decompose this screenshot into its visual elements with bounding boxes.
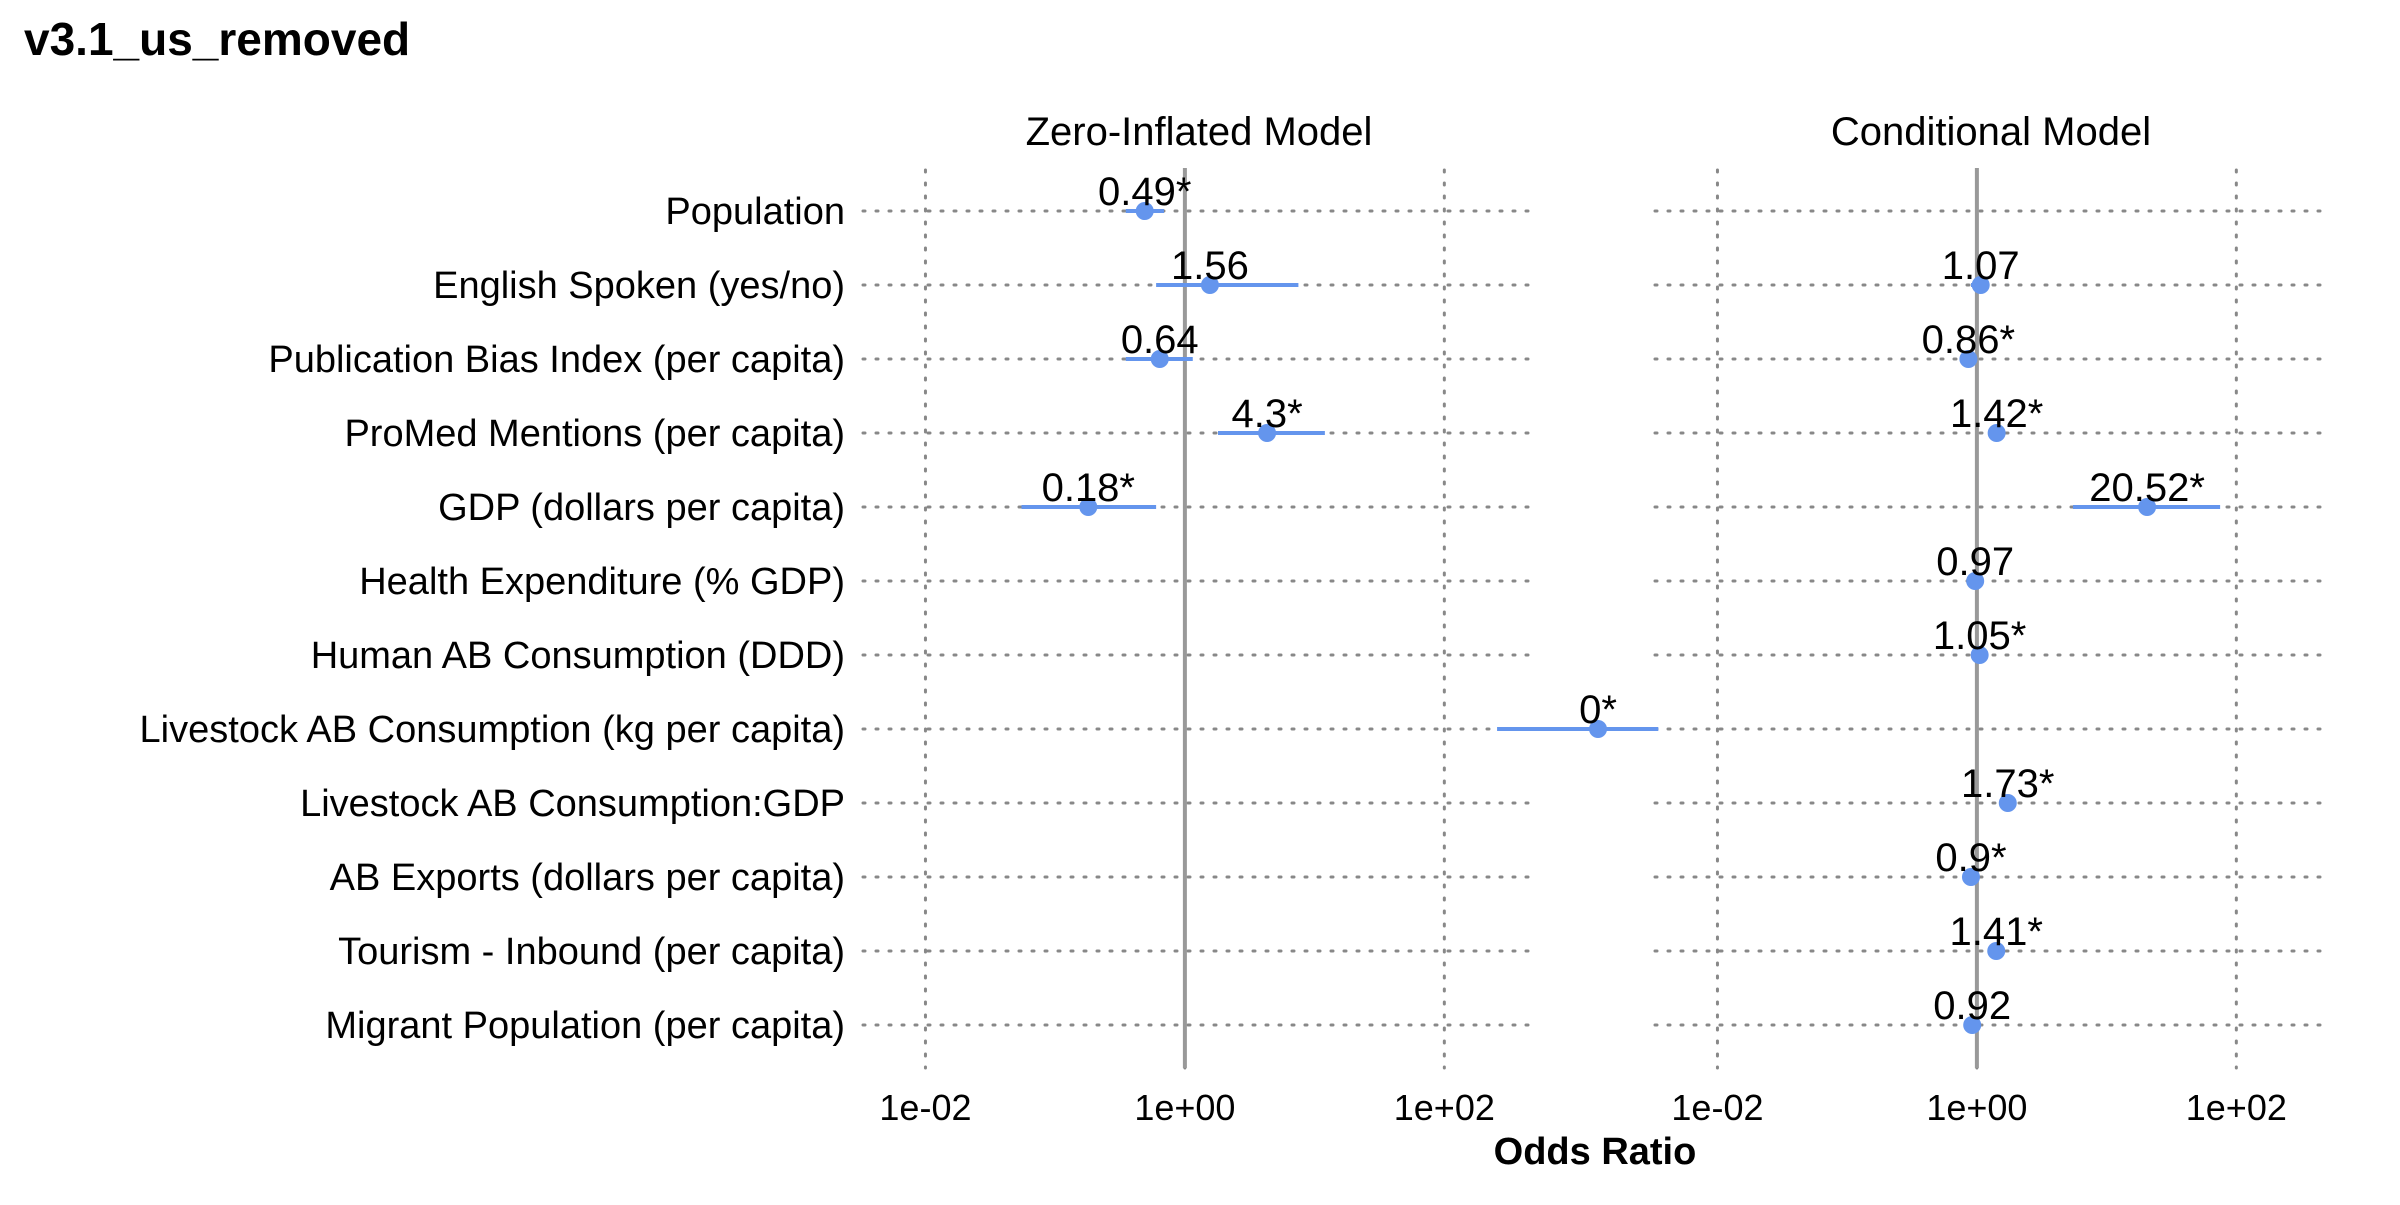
- point-estimate: [1971, 276, 1990, 294]
- reference-line-layer: [1182, 168, 1979, 1068]
- estimate-value-label: 0.49*: [1098, 170, 1191, 214]
- category-label: Population: [665, 191, 845, 233]
- estimate-value-label: 1.73*: [1961, 762, 2054, 806]
- estimate-value-label: 1.05*: [1933, 614, 2026, 658]
- point-estimate: [1079, 498, 1098, 516]
- estimate-value-label: 0*: [1579, 688, 1617, 732]
- category-label: Human AB Consumption (DDD): [311, 635, 845, 677]
- page-title: v3.1_us_removed: [24, 13, 410, 65]
- estimate-value-label: 0.9*: [1935, 836, 2006, 880]
- category-label: Livestock AB Consumption:GDP: [300, 783, 845, 825]
- x-tick-label: 1e-02: [879, 1087, 971, 1128]
- point-estimate: [1135, 202, 1154, 220]
- point-estimate: [1258, 424, 1277, 442]
- category-label: GDP (dollars per capita): [438, 487, 845, 529]
- x-tick-label: 1e+02: [1394, 1087, 1495, 1128]
- category-label: English Spoken (yes/no): [433, 265, 845, 307]
- category-label: Tourism - Inbound (per capita): [338, 931, 845, 973]
- point-estimate: [1589, 720, 1608, 738]
- grid-layer: [861, 168, 2329, 1070]
- category-label: Migrant Population (per capita): [325, 1005, 845, 1047]
- point-estimate: [1961, 868, 1980, 886]
- point-estimate: [1970, 646, 1989, 664]
- x-tick-label: 1e+00: [1926, 1087, 2027, 1128]
- estimate-value-label: 0.18*: [1042, 466, 1135, 510]
- point-estimate: [1150, 350, 1169, 368]
- estimate-value-label: 0.86*: [1922, 318, 2015, 362]
- x-tick-label: 1e+00: [1134, 1087, 1235, 1128]
- x-tick-label: 1e+02: [2186, 1087, 2287, 1128]
- estimate-value-label: 20.52*: [2089, 466, 2205, 510]
- point-estimate: [1966, 572, 1985, 590]
- point-estimate: [1987, 942, 2006, 960]
- estimate-value-label: 1.07: [1942, 244, 2020, 288]
- estimate-value-label: 1.42*: [1950, 392, 2043, 436]
- point-estimate: [1987, 424, 2006, 442]
- panel-title: Conditional Model: [1831, 110, 2151, 154]
- category-label: Publication Bias Index (per capita): [268, 339, 845, 381]
- x-axis-label: Odds Ratio: [1494, 1131, 1697, 1173]
- category-label: Health Expenditure (% GDP): [359, 561, 845, 603]
- estimate-value-label: 0.92: [1933, 984, 2011, 1028]
- point-estimate: [1200, 276, 1219, 294]
- estimate-value-label: 1.41*: [1950, 910, 2043, 954]
- category-label: Livestock AB Consumption (kg per capita): [140, 709, 845, 751]
- estimates-layer: [1021, 202, 2221, 1034]
- estimate-value-label: 0.64: [1121, 318, 1199, 362]
- estimate-value-label: 1.56: [1171, 244, 1249, 288]
- point-estimate: [1959, 350, 1978, 368]
- point-estimate: [1963, 1016, 1982, 1034]
- panel-title: Zero-Inflated Model: [1026, 110, 1373, 154]
- category-label: AB Exports (dollars per capita): [330, 857, 845, 899]
- estimate-value-label: 0.97: [1936, 540, 2014, 584]
- category-label: ProMed Mentions (per capita): [344, 413, 845, 455]
- x-tick-label: 1e-02: [1671, 1087, 1763, 1128]
- point-estimate: [1998, 794, 2017, 812]
- labels-layer: Population English Spoken (yes/no) Publica…: [140, 110, 2287, 1128]
- point-estimate: [2138, 498, 2157, 516]
- estimate-value-label: 4.3*: [1231, 392, 1302, 436]
